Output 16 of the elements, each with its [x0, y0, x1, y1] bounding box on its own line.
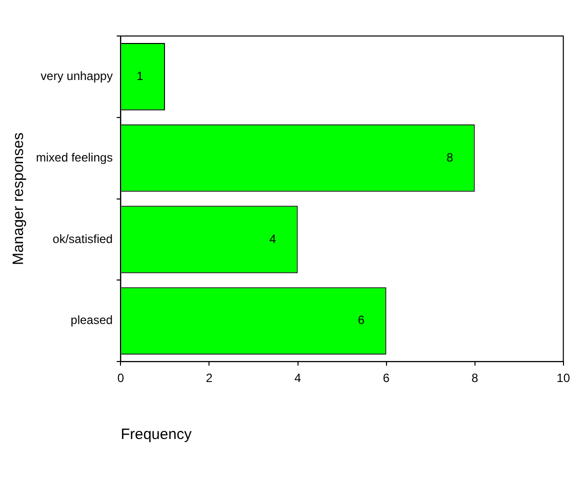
x-tick-label: 8 — [471, 371, 478, 386]
data-label: 4 — [269, 232, 276, 246]
x-tick-label: 4 — [294, 371, 302, 386]
x-axis-title: Frequency — [120, 426, 192, 444]
y-tick-label: pleased — [70, 313, 113, 328]
y-tick-label: ok/satisfied — [52, 232, 113, 246]
y-tick-label: mixed feelings — [36, 150, 113, 164]
y-axis-title: Manager responses — [10, 132, 28, 266]
x-tick-label: 6 — [382, 371, 390, 386]
data-label: 1 — [136, 69, 144, 84]
x-tick-label: 10 — [556, 371, 570, 386]
x-tick-label: 2 — [206, 371, 213, 386]
y-tick-label: very unhappy — [40, 69, 113, 84]
data-label: 8 — [446, 150, 454, 164]
data-label: 6 — [358, 313, 365, 328]
x-tick-label: 0 — [117, 371, 124, 386]
